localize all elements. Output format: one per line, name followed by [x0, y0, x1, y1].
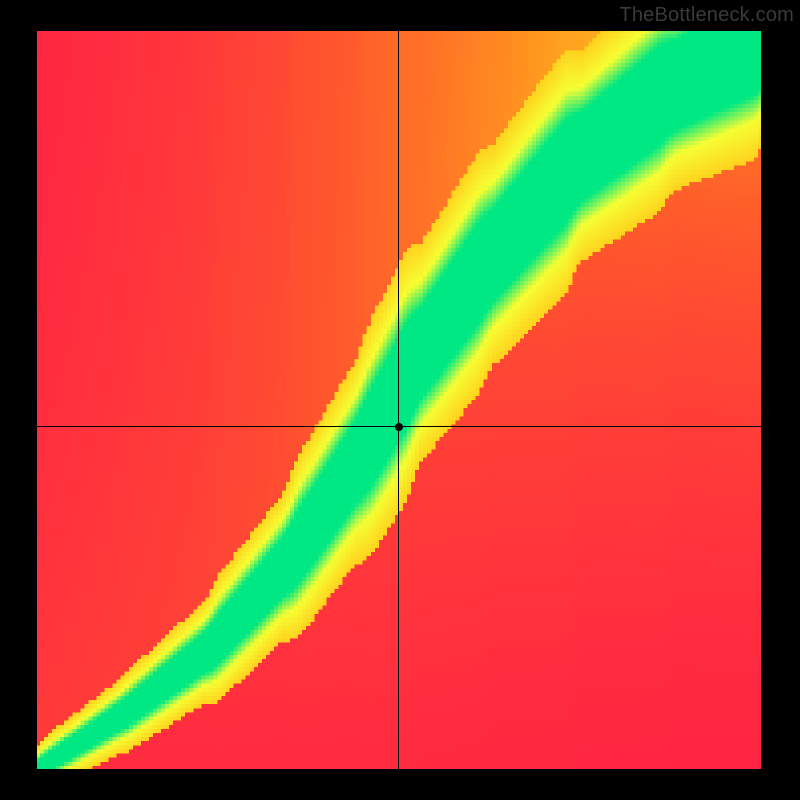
bottleneck-heatmap [36, 30, 762, 770]
watermark-text: TheBottleneck.com [619, 4, 794, 27]
heatmap-canvas [36, 30, 762, 770]
